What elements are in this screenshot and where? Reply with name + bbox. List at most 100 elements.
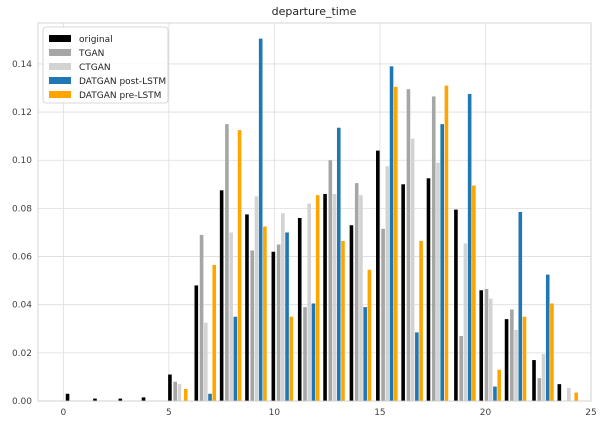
bar-original bbox=[141, 397, 146, 401]
bar-datgan-post-lstm bbox=[363, 307, 367, 401]
bar-ctgan bbox=[541, 354, 546, 401]
bar-ctgan bbox=[332, 193, 337, 401]
legend-label: TGAN bbox=[78, 49, 104, 59]
bar-original bbox=[504, 319, 509, 401]
y-tick-labels: 0.00 0.02 0.04 0.06 0.08 0.10 0.12 0.14 bbox=[12, 60, 32, 407]
bar-datgan-post-lstm bbox=[467, 94, 472, 401]
bars-group bbox=[65, 38, 579, 402]
bar-original bbox=[219, 190, 224, 401]
bar-ctgan bbox=[204, 322, 208, 401]
bar-original bbox=[532, 360, 536, 401]
bar-datgan-post-lstm bbox=[208, 393, 212, 401]
bar-tgan bbox=[354, 183, 359, 401]
bar-datgan-post-lstm bbox=[518, 212, 523, 401]
bar-original bbox=[168, 374, 172, 401]
bar-ctgan bbox=[229, 232, 233, 401]
bar-datgan-pre-lstm bbox=[289, 316, 294, 401]
bar-original bbox=[557, 384, 562, 401]
bar-tgan bbox=[537, 378, 542, 401]
x-tick-label: 0 bbox=[60, 408, 66, 418]
plot-frame bbox=[37, 22, 592, 402]
bar-tgan bbox=[431, 96, 436, 402]
y-tick-label: 0.10 bbox=[12, 156, 32, 166]
bar-tgan bbox=[510, 309, 514, 401]
bar-ctgan bbox=[514, 329, 518, 401]
legend: original TGAN CTGAN DATGAN post-LSTM DATGAN … bbox=[42, 26, 169, 104]
bar-ctgan bbox=[488, 298, 493, 401]
legend-swatch bbox=[49, 91, 71, 98]
bar-datgan-pre-lstm bbox=[574, 392, 579, 401]
bar-tgan bbox=[328, 160, 333, 401]
bar-datgan-pre-lstm bbox=[497, 369, 501, 401]
bar-datgan-pre-lstm bbox=[367, 269, 372, 401]
y-tick-label: 0.08 bbox=[12, 204, 32, 214]
bar-original bbox=[245, 214, 249, 401]
x-tick-label: 15 bbox=[374, 408, 385, 418]
legend-label: DATGAN pre-LSTM bbox=[79, 91, 161, 101]
x-tick-label: 20 bbox=[480, 408, 492, 418]
y-tick-label: 0.00 bbox=[12, 397, 32, 407]
legend-label: original bbox=[79, 35, 113, 45]
bar-datgan-pre-lstm bbox=[263, 226, 267, 401]
bar-tgan bbox=[276, 244, 281, 401]
bar-original bbox=[118, 398, 123, 401]
bar-ctgan bbox=[436, 162, 440, 401]
bar-datgan-post-lstm bbox=[336, 127, 341, 401]
bar-ctgan bbox=[463, 243, 468, 401]
bar-datgan-pre-lstm bbox=[183, 388, 188, 401]
bar-datgan-pre-lstm bbox=[341, 240, 345, 401]
y-tick-label: 0.12 bbox=[12, 108, 32, 118]
bar-datgan-pre-lstm bbox=[393, 86, 398, 402]
bar-original bbox=[454, 209, 458, 401]
bar-datgan-pre-lstm bbox=[550, 303, 554, 401]
bar-datgan-post-lstm bbox=[545, 274, 550, 401]
bar-original bbox=[65, 393, 70, 401]
bar-datgan-pre-lstm bbox=[237, 130, 242, 401]
bar-datgan-post-lstm bbox=[440, 124, 444, 402]
bar-original bbox=[401, 184, 405, 401]
bar-ctgan bbox=[410, 138, 415, 401]
bar-tgan bbox=[250, 250, 255, 401]
y-tick-label: 0.14 bbox=[12, 60, 32, 70]
y-tick-label: 0.02 bbox=[12, 349, 32, 359]
legend-label: DATGAN post-LSTM bbox=[79, 77, 166, 87]
legend-swatch bbox=[49, 35, 71, 42]
legend-label: CTGAN bbox=[79, 63, 111, 73]
bar-original bbox=[349, 225, 354, 401]
bar-ctgan bbox=[177, 384, 182, 401]
bar-datgan-post-lstm bbox=[233, 316, 238, 401]
bar-ctgan bbox=[385, 166, 390, 401]
bar-ctgan bbox=[307, 203, 312, 401]
bar-ctgan bbox=[254, 196, 259, 401]
bar-original bbox=[194, 285, 199, 401]
bar-datgan-pre-lstm bbox=[419, 240, 423, 401]
bar-datgan-post-lstm bbox=[258, 38, 263, 402]
bar-original bbox=[323, 193, 327, 401]
x-tick-label: 25 bbox=[585, 408, 596, 418]
bar-original bbox=[426, 178, 431, 401]
legend-swatch bbox=[49, 49, 71, 56]
bar-original bbox=[479, 290, 484, 401]
bar-ctgan bbox=[359, 195, 363, 401]
legend-swatch bbox=[49, 63, 71, 70]
x-tick-label: 5 bbox=[166, 408, 172, 418]
bar-original bbox=[271, 251, 276, 401]
bar-tgan bbox=[173, 381, 177, 401]
y-tick-label: 0.04 bbox=[12, 301, 32, 311]
x-tick-labels: 0 5 10 15 20 25 bbox=[60, 408, 596, 418]
bar-datgan-pre-lstm bbox=[522, 316, 527, 401]
legend-swatch bbox=[49, 77, 71, 84]
bar-datgan-pre-lstm bbox=[444, 85, 449, 401]
y-tick-label: 0.06 bbox=[12, 253, 32, 263]
legend-box bbox=[42, 26, 169, 104]
bar-tgan bbox=[459, 335, 463, 401]
bar-tgan bbox=[406, 89, 411, 402]
bar-datgan-post-lstm bbox=[389, 66, 394, 401]
bar-datgan-post-lstm bbox=[493, 386, 497, 401]
bar-tgan bbox=[199, 234, 204, 401]
bar-original bbox=[376, 150, 380, 401]
bar-datgan-post-lstm bbox=[285, 232, 289, 401]
bar-tgan bbox=[381, 228, 385, 401]
bar-datgan-pre-lstm bbox=[315, 195, 320, 401]
